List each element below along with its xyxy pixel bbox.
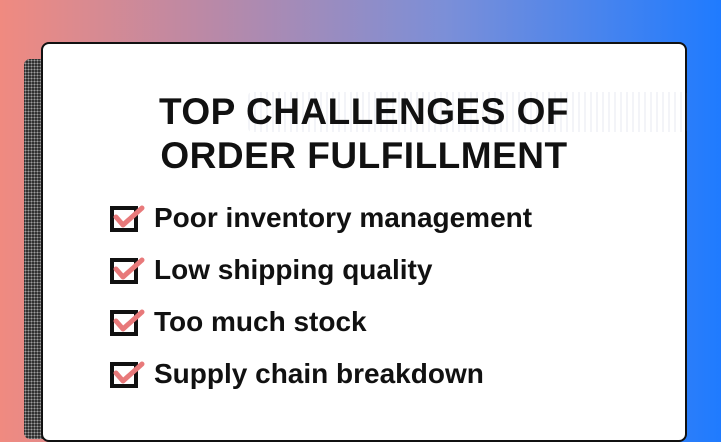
- list-item: Low shipping quality: [108, 244, 532, 296]
- list-item-label: Poor inventory management: [154, 202, 533, 233]
- checkbox-checked-icon: [108, 302, 152, 342]
- list-item-label: Too much stock: [154, 306, 367, 337]
- title-line-2: ORDER FULFILLMENT: [160, 135, 568, 176]
- list-item-label: Low shipping quality: [154, 254, 433, 285]
- infographic-card: TOP CHALLENGES OF ORDER FULFILLMENT Poor…: [41, 42, 688, 442]
- faint-background-text: [248, 92, 688, 132]
- list-item: Poor inventory management: [108, 192, 532, 244]
- checkbox-checked-icon: [108, 354, 152, 394]
- title-line-1: TOP CHALLENGES OF: [158, 91, 570, 132]
- checkbox-checked-icon: [108, 250, 152, 290]
- checkbox-checked-icon: [108, 198, 152, 238]
- page-title: TOP CHALLENGES OF ORDER FULFILLMENT: [43, 90, 685, 178]
- list-item: Supply chain breakdown: [108, 348, 532, 400]
- challenges-list: Poor inventory management Low shipping q…: [108, 192, 532, 400]
- list-item: Too much stock: [108, 296, 532, 348]
- list-item-label: Supply chain breakdown: [154, 358, 484, 389]
